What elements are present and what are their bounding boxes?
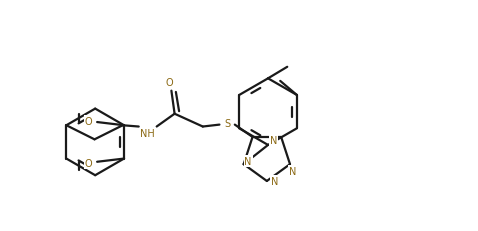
Text: NH: NH bbox=[141, 128, 155, 138]
Text: N: N bbox=[270, 136, 277, 146]
Text: N: N bbox=[244, 156, 252, 166]
Text: O: O bbox=[84, 116, 92, 126]
Text: O: O bbox=[166, 78, 174, 88]
Text: N: N bbox=[289, 166, 296, 176]
Text: N: N bbox=[271, 176, 278, 186]
Text: O: O bbox=[84, 158, 92, 168]
Text: S: S bbox=[224, 119, 230, 129]
